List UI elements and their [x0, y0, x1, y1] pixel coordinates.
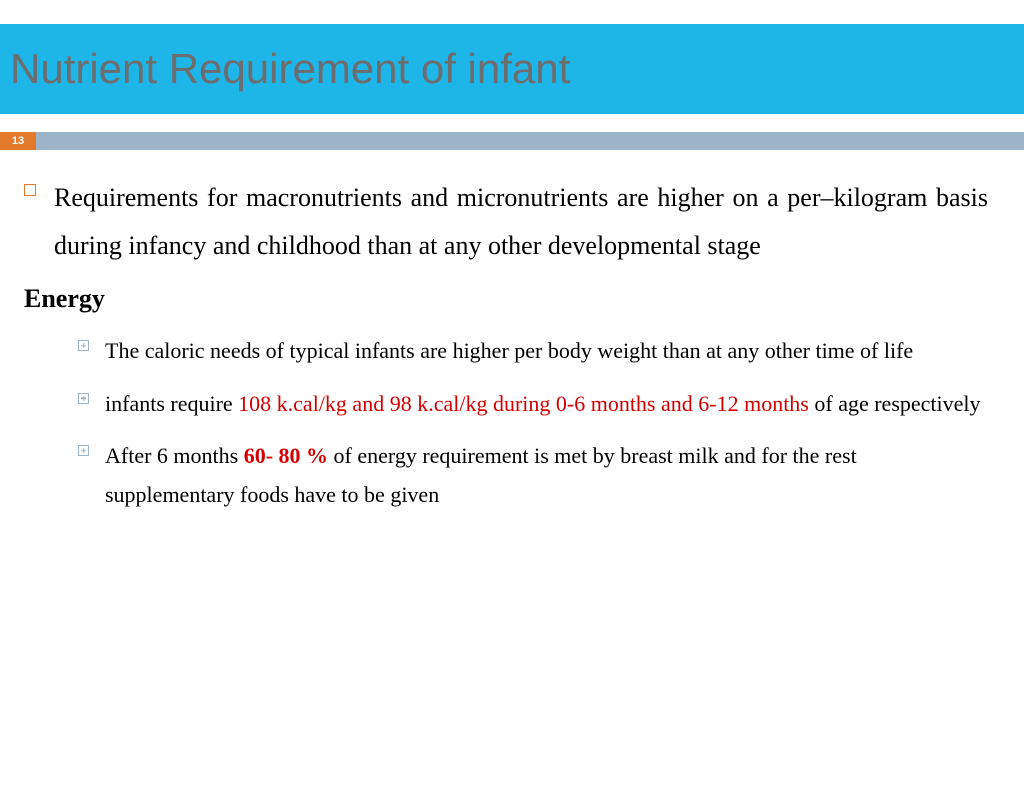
- page-number: 13: [0, 132, 36, 150]
- slide-content: Requirements for macronutrients and micr…: [0, 150, 1024, 514]
- sub2-highlight: 108 k.cal/kg and 98 k.cal/kg during 0-6 …: [238, 391, 809, 416]
- sub-bullet-text-2: infants require 108 k.cal/kg and 98 k.ca…: [105, 385, 981, 424]
- sub-bullet-row: After 6 months 60- 80 % of energy requir…: [78, 437, 988, 514]
- page-number-row: 13: [0, 132, 1024, 150]
- main-bullet-text: Requirements for macronutrients and micr…: [54, 174, 988, 270]
- main-bullet-row: Requirements for macronutrients and micr…: [24, 174, 988, 270]
- sub3-highlight: 60- 80 %: [244, 443, 334, 468]
- sub2-post: of age respectively: [809, 391, 981, 416]
- plus-bullet-icon: [78, 445, 89, 456]
- sub-bullet-row: infants require 108 k.cal/kg and 98 k.ca…: [78, 385, 988, 424]
- slide-title: Nutrient Requirement of infant: [10, 45, 570, 93]
- sub3-pre: After 6 months: [105, 443, 244, 468]
- bullet-marker-icon: [24, 184, 36, 196]
- section-heading-energy: Energy: [24, 284, 988, 314]
- plus-bullet-icon: [78, 393, 89, 404]
- sub-bullet-text-3: After 6 months 60- 80 % of energy requir…: [105, 437, 988, 514]
- sub-bullet-row: The caloric needs of typical infants are…: [78, 332, 988, 371]
- plus-bullet-icon: [78, 340, 89, 351]
- sub2-pre: infants require: [105, 391, 238, 416]
- page-number-bar: [36, 132, 1024, 150]
- sub-bullet-text-1: The caloric needs of typical infants are…: [105, 332, 913, 371]
- sub-bullet-list: The caloric needs of typical infants are…: [24, 332, 988, 514]
- title-band: Nutrient Requirement of infant: [0, 24, 1024, 114]
